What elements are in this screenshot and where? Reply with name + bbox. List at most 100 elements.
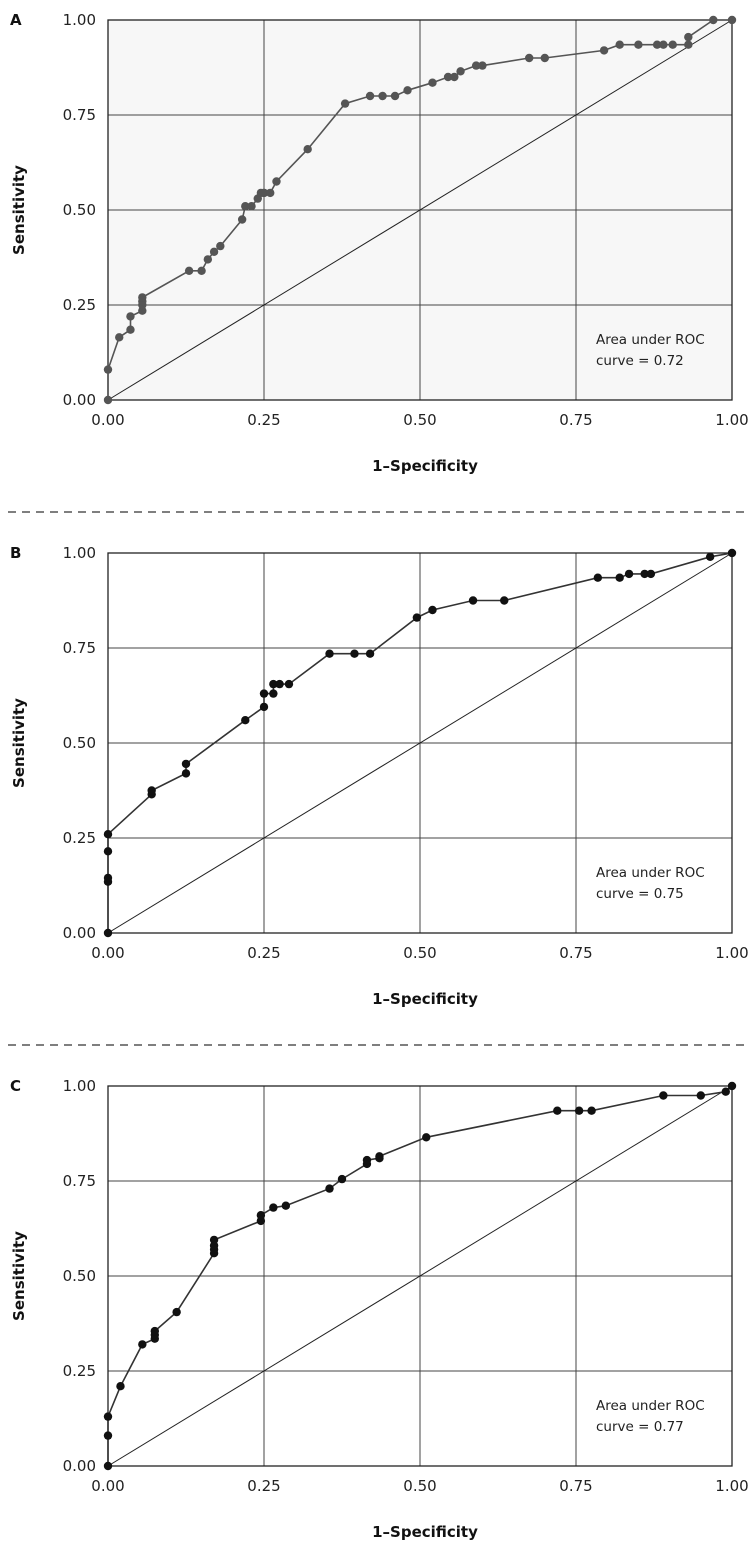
roc-point [721,1087,730,1096]
x-tick-label: 0.50 [403,411,436,429]
roc-point [237,215,247,224]
roc-point [443,72,453,82]
roc-point [266,188,275,198]
y-axis-title: Sensitivity [10,165,28,255]
auc-annotation-line: Area under ROC [596,1398,705,1414]
x-tick-label: 0.75 [559,411,592,429]
roc-point [172,1307,181,1317]
x-tick-label: 1.00 [715,944,748,962]
y-tick-label: 1.00 [63,544,96,562]
roc-point [103,395,113,405]
roc-point [181,759,191,769]
roc-point [247,202,256,211]
roc-point [705,552,715,561]
roc-point [375,1152,384,1161]
roc-point [103,1431,113,1440]
roc-point [615,40,624,49]
auc-annotation-line: Area under ROC [596,865,705,881]
roc-point [659,1091,668,1100]
roc-point [540,53,549,63]
x-tick-label: 0.75 [559,1477,592,1495]
y-tick-label: 1.00 [63,1077,96,1095]
y-tick-label: 0.00 [63,924,96,942]
roc-point [652,40,662,49]
plot-frame [107,1085,733,1467]
roc-point [116,1382,125,1391]
x-axis-title: 1–Specificity [372,457,478,475]
x-tick-label: 0.25 [247,1477,280,1495]
y-tick-label: 0.75 [63,106,96,124]
x-tick-label: 1.00 [715,411,748,429]
roc-point [284,679,294,689]
roc-point [325,1184,334,1193]
roc-point [684,32,693,42]
roc-point [727,1081,737,1091]
roc-point [553,1106,562,1115]
y-tick-label: 0.25 [63,296,96,314]
roc-point [350,649,359,658]
roc-point [428,78,437,87]
roc-point [272,177,281,186]
y-tick-label: 0.25 [63,1362,96,1380]
x-axis-title: 1–Specificity [372,1523,478,1541]
plot-frame [107,19,733,401]
roc-point [412,613,422,622]
roc-point [365,649,375,658]
roc-point [659,40,668,49]
y-tick-label: 0.25 [63,829,96,847]
roc-point [216,241,225,251]
roc-point [593,573,603,582]
x-tick-label: 0.75 [559,944,592,962]
roc-point [325,649,334,658]
panel-b: 0.00 0.25 0.50 0.75 1.00 0.00 0.25 0.50 0.75 1.00… [10,544,748,1008]
roc-point [103,928,113,938]
roc-point [256,1211,266,1220]
roc-point [478,61,487,70]
auc-annotation-line: curve = 0.77 [596,1419,684,1435]
roc-point [615,573,624,582]
roc-point [640,569,649,579]
roc-point [103,847,113,856]
y-tick-label: 1.00 [63,11,96,29]
roc-point [269,689,278,698]
roc-point [624,569,634,579]
roc-point [259,689,269,698]
panel-c: 0.00 0.25 0.50 0.75 1.00 0.00 0.25 0.50 0.75 1.00… [10,1077,748,1541]
roc-point [103,873,113,883]
roc-point [138,1340,147,1349]
roc-point [209,247,219,256]
y-tick-label: 0.50 [63,201,96,219]
auc-annotation-line: Area under ROC [596,332,705,348]
roc-point [197,266,206,275]
roc-point [337,1174,347,1184]
roc-point [203,255,213,264]
roc-point [684,40,693,49]
plot-frame [107,552,733,934]
roc-point [103,830,113,839]
roc-point [668,40,677,49]
x-tick-label: 0.25 [247,411,280,429]
y-tick-label: 0.75 [63,1172,96,1190]
roc-point [259,188,269,198]
roc-point [403,86,412,95]
roc-point [241,716,250,725]
roc-point [727,15,737,25]
roc-point [471,61,481,70]
roc-point [727,548,737,558]
roc-point [422,1133,431,1142]
y-tick-label: 0.00 [63,1457,96,1475]
roc-point [126,325,135,334]
roc-point [587,1106,596,1115]
roc-point [147,786,156,795]
roc-point [574,1106,584,1115]
roc-point [115,333,124,342]
roc-point [428,605,437,615]
roc-point [456,67,465,76]
roc-point [362,1155,372,1165]
reference-diagonal [107,1085,733,1467]
roc-point [390,91,400,101]
roc-point [181,769,191,778]
panel-letter: C [10,1077,21,1095]
roc-point [525,53,534,63]
